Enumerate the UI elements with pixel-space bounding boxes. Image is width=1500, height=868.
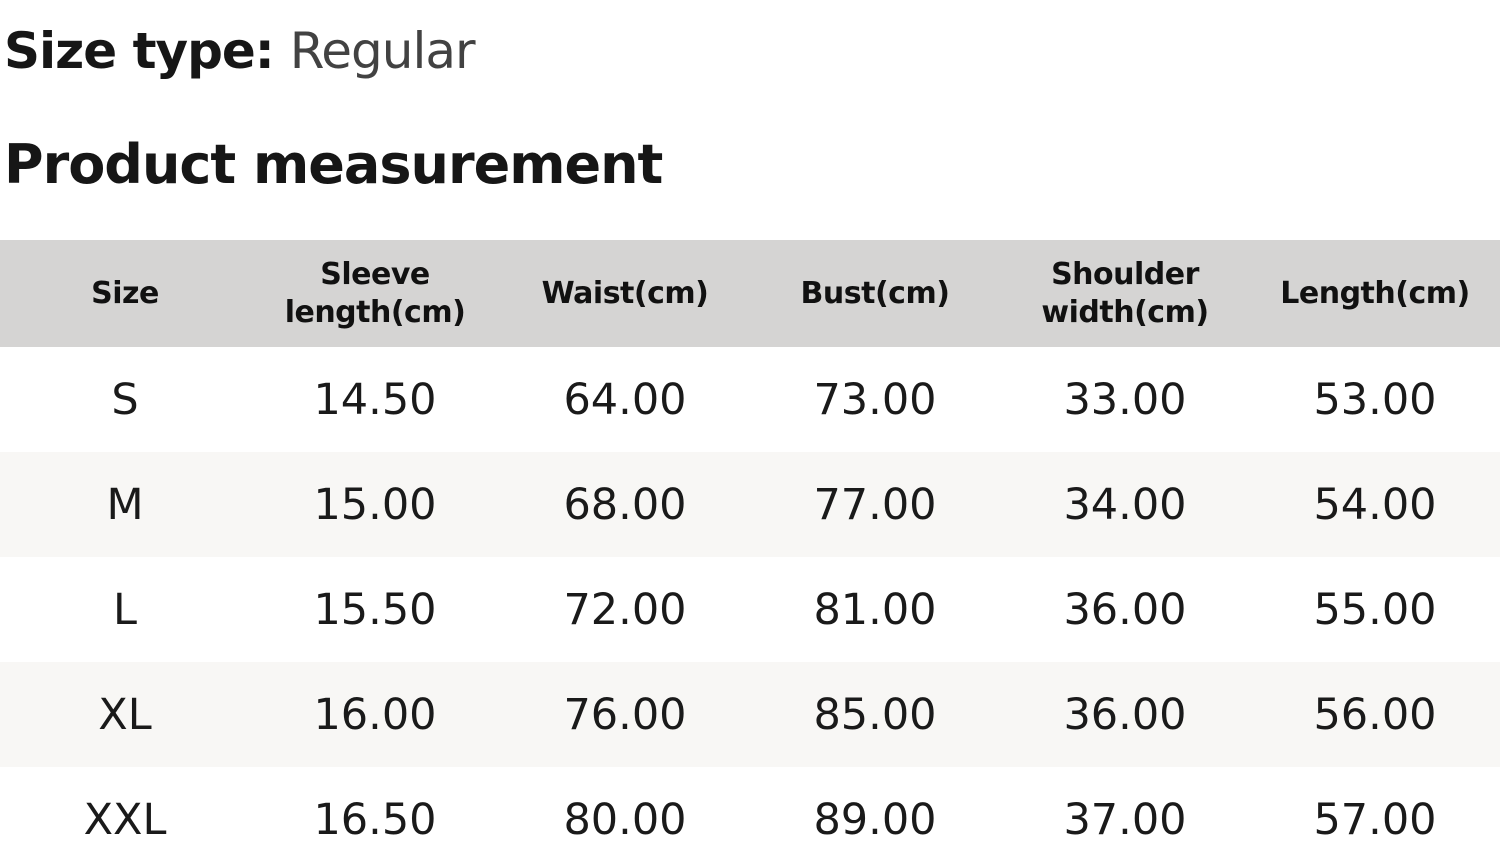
size-type-label: Size type: (4, 22, 275, 80)
size-cell: XXL (83, 794, 167, 845)
value-cell: 37.00 (1063, 794, 1187, 845)
table-row-l: L 15.50 72.00 81.00 36.00 55.00 (0, 557, 1500, 662)
table-header-row: Size Sleeve length(cm) Waist(cm) Bust(cm… (0, 240, 1500, 347)
value-cell: 72.00 (563, 584, 687, 635)
value-cell: 16.00 (313, 689, 437, 740)
value-cell: 68.00 (563, 479, 687, 530)
value-cell: 57.00 (1313, 794, 1437, 845)
value-cell: 16.50 (313, 794, 437, 845)
column-header-bust: Bust(cm) (800, 275, 950, 311)
measurement-table: Size Sleeve length(cm) Waist(cm) Bust(cm… (0, 240, 1500, 868)
value-cell: 14.50 (313, 374, 437, 425)
section-title: Product measurement (4, 133, 663, 196)
size-cell: S (111, 374, 139, 425)
value-cell: 85.00 (813, 689, 937, 740)
value-cell: 15.00 (313, 479, 437, 530)
value-cell: 56.00 (1313, 689, 1437, 740)
column-header-length: Length(cm) (1280, 275, 1470, 311)
column-header-waist: Waist(cm) (541, 275, 709, 311)
table-row-xxl: XXL 16.50 80.00 89.00 37.00 57.00 (0, 767, 1500, 868)
size-type-line: Size type: Regular (4, 22, 476, 80)
value-cell: 15.50 (313, 584, 437, 635)
value-cell: 54.00 (1313, 479, 1437, 530)
value-cell: 53.00 (1313, 374, 1437, 425)
value-cell: 64.00 (563, 374, 687, 425)
value-cell: 80.00 (563, 794, 687, 845)
value-cell: 77.00 (813, 479, 937, 530)
size-cell: L (113, 584, 137, 635)
column-header-shoulder-width: Shoulder width(cm) (1041, 257, 1209, 330)
value-cell: 34.00 (1063, 479, 1187, 530)
value-cell: 81.00 (813, 584, 937, 635)
value-cell: 76.00 (563, 689, 687, 740)
value-cell: 36.00 (1063, 689, 1187, 740)
size-type-value: Regular (289, 22, 476, 80)
value-cell: 55.00 (1313, 584, 1437, 635)
value-cell: 36.00 (1063, 584, 1187, 635)
size-cell: XL (98, 689, 152, 740)
value-cell: 73.00 (813, 374, 937, 425)
value-cell: 33.00 (1063, 374, 1187, 425)
value-cell: 89.00 (813, 794, 937, 845)
table-row-m: M 15.00 68.00 77.00 34.00 54.00 (0, 452, 1500, 557)
column-header-sleeve-length: Sleeve length(cm) (284, 257, 466, 330)
table-row-s: S 14.50 64.00 73.00 33.00 53.00 (0, 347, 1500, 452)
column-header-size: Size (91, 275, 159, 311)
table-row-xl: XL 16.00 76.00 85.00 36.00 56.00 (0, 662, 1500, 767)
size-cell: M (106, 479, 144, 530)
